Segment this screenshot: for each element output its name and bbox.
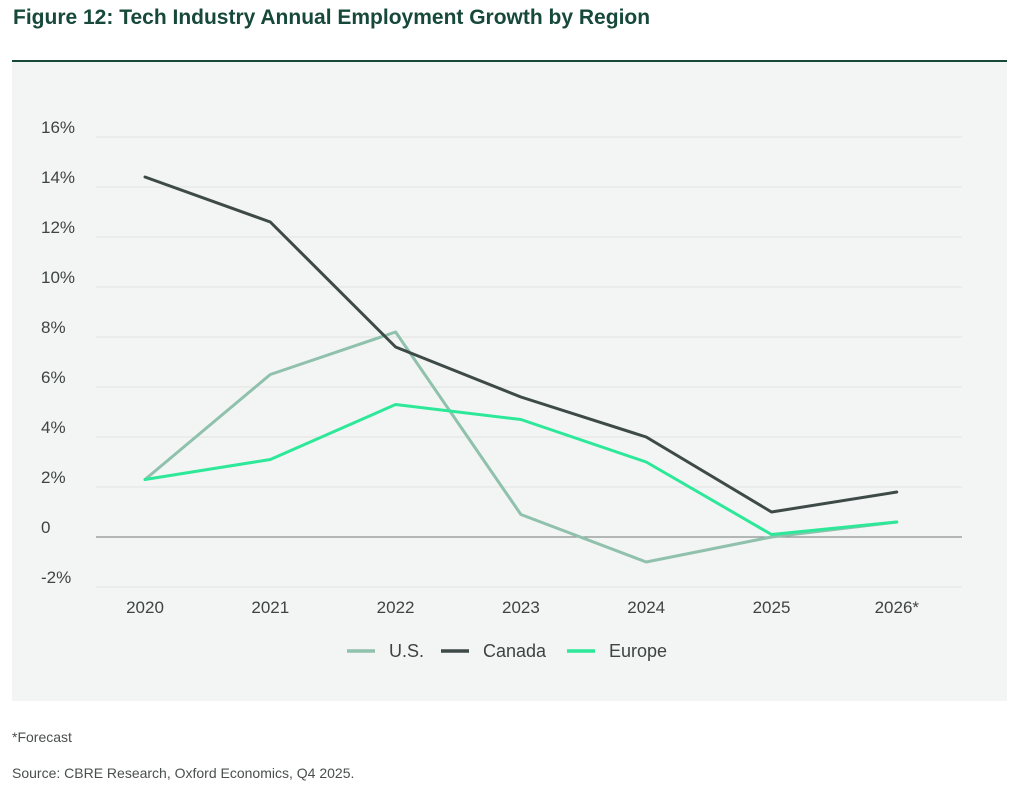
y-axis-tick-labels: -2% 0 2% 4% 6% 8% 10% 12% 14% 16% <box>41 118 75 587</box>
title-divider <box>12 60 1007 62</box>
gridlines <box>96 136 962 588</box>
y-tick-label: 12% <box>41 218 75 237</box>
x-tick-label: 2023 <box>502 598 540 617</box>
y-tick-label: -2% <box>41 568 71 587</box>
y-tick-label: 0 <box>41 518 50 537</box>
source-note: Source: CBRE Research, Oxford Economics,… <box>12 765 355 781</box>
y-tick-label: 4% <box>41 418 66 437</box>
legend-label: Canada <box>483 641 547 661</box>
y-tick-label: 14% <box>41 168 75 187</box>
y-tick-label: 2% <box>41 468 66 487</box>
y-tick-label: 8% <box>41 318 66 337</box>
legend-label: U.S. <box>389 641 424 661</box>
x-tick-label: 2025 <box>753 598 791 617</box>
line-chart: -2%02%4%6%8%10%12%14%16% 2020 2021 2022 202… <box>41 118 962 661</box>
x-tick-label: 2020 <box>126 598 164 617</box>
x-tick-label: 2021 <box>251 598 289 617</box>
y-tick-label: 6% <box>41 368 66 387</box>
chart-panel: -2% 0 2% 4% 6% 8% 10% 12% 14% 16% 2020 2021 2022 202… <box>12 62 1007 701</box>
series-line-canada <box>143 175 899 514</box>
forecast-footnote: *Forecast <box>12 729 72 745</box>
legend: U.S. Canada Europe <box>347 641 667 661</box>
x-tick-label: 2022 <box>377 598 415 617</box>
page-title: Figure 12: Tech Industry Annual Employme… <box>13 6 651 29</box>
x-tick-label: 2024 <box>627 598 665 617</box>
series-line-europe <box>143 403 899 536</box>
y-tick-label: 10% <box>41 268 75 287</box>
legend-label: Europe <box>609 641 667 661</box>
series-lines <box>143 175 899 564</box>
x-axis-tick-labels: 2020 2021 2022 2023 2024 2025 2026* <box>126 598 919 617</box>
x-tick-label: 2026* <box>875 598 920 617</box>
series-line-u-s <box>143 330 899 564</box>
y-tick-label: 16% <box>41 118 75 137</box>
